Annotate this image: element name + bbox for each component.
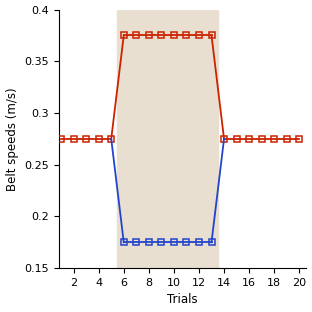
Bar <box>118 10 218 268</box>
Y-axis label: Belt speeds (m/s): Belt speeds (m/s) <box>6 87 18 191</box>
X-axis label: Trials: Trials <box>167 294 197 306</box>
